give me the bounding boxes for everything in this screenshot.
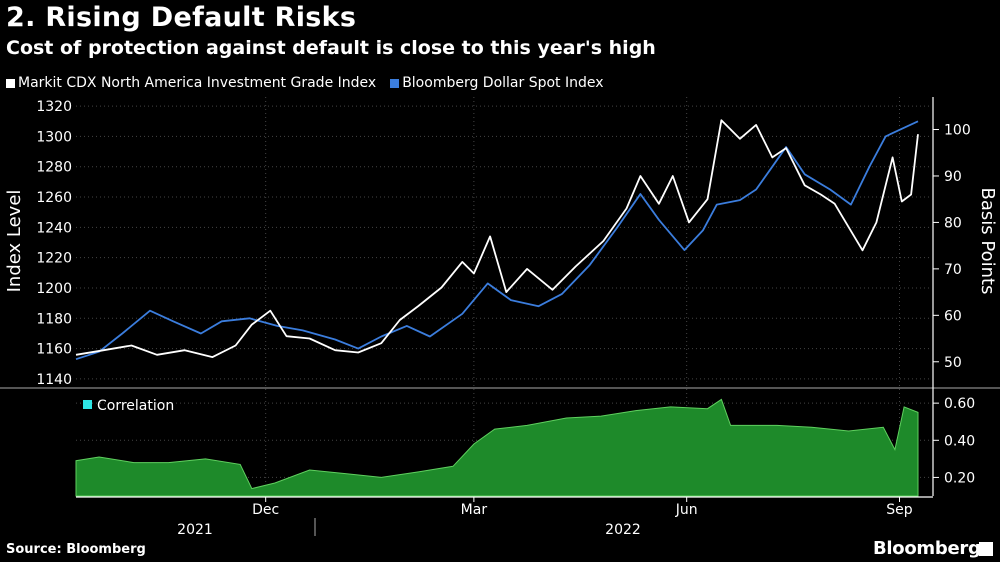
legend-label-dollar: Bloomberg Dollar Spot Index: [402, 75, 604, 91]
y-left-tick-label: 1300: [36, 129, 72, 145]
source-note: Source: Bloomberg: [6, 542, 146, 557]
y-right-axis-title: Basis Points: [977, 188, 998, 295]
legend-label-correlation: Correlation: [97, 398, 174, 414]
y-right-tick-label: 90: [944, 169, 962, 185]
y-left-tick-label: 1200: [36, 281, 72, 297]
y-right-tick-label: 100: [944, 123, 971, 139]
bloomberg-logo: Bloomberg: [873, 538, 981, 559]
x-tick-label: Mar: [461, 502, 488, 518]
y-left-tick-label: 1180: [36, 311, 72, 327]
legend-item-cdx: Markit CDX North America Investment Grad…: [6, 75, 376, 91]
y-bottom-tick-label: 0.40: [944, 433, 975, 449]
y-left-axis-title: Index Level: [4, 190, 25, 293]
x-tick-label: Dec: [252, 502, 279, 518]
y-right-tick-label: 50: [944, 355, 962, 371]
dollar-index-line: [75, 120, 919, 361]
y-right-tick-label: 60: [944, 308, 962, 324]
y-left-tick-label: 1280: [36, 160, 72, 176]
y-left-tick-label: 1160: [36, 342, 72, 358]
y-left-tick-label: 1260: [36, 190, 72, 206]
y-left-tick-label: 1220: [36, 251, 72, 267]
legend-label-cdx: Markit CDX North America Investment Grad…: [18, 75, 377, 91]
y-bottom-tick-label: 0.60: [944, 396, 975, 412]
year-label: 2022: [605, 522, 641, 538]
cdx-index-line: [75, 119, 919, 358]
bloomberg-logo-icon: [979, 542, 993, 556]
y-right-tick-label: 70: [944, 262, 962, 278]
y-bottom-tick-label: 0.20: [944, 470, 975, 486]
chart-subtitle: Cost of protection against default is cl…: [6, 37, 656, 59]
x-tick-label: Jun: [675, 502, 698, 518]
chart-title: 2. Rising Default Risks: [6, 2, 357, 33]
legend-swatch-cdx: [6, 78, 15, 88]
correlation-area: [75, 398, 919, 497]
legend-swatch-correlation: [83, 400, 92, 409]
legend-swatch-dollar: [390, 78, 400, 88]
y-left-tick-label: 1240: [36, 220, 72, 236]
y-right-tick-label: 80: [944, 215, 962, 231]
legend-item-dollar: Bloomberg Dollar Spot Index: [390, 75, 604, 91]
y-left-tick-label: 1140: [36, 372, 72, 388]
x-tick-label: Sep: [886, 502, 913, 518]
legend: Markit CDX North America Investment Grad…: [6, 75, 604, 91]
y-left-tick-label: 1320: [36, 99, 72, 115]
year-label: 2021: [177, 522, 213, 538]
